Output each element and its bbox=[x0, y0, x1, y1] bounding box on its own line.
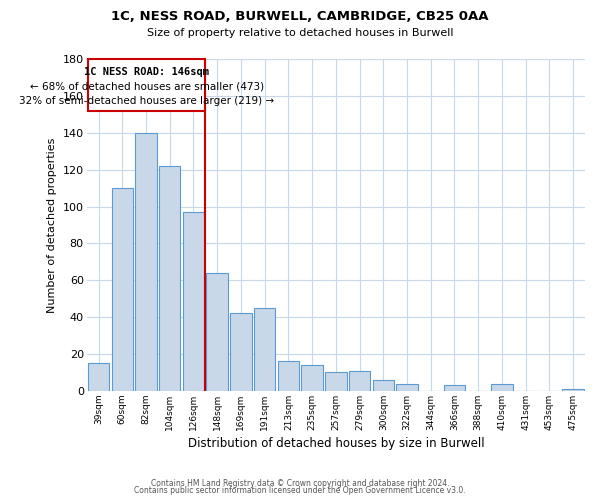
Text: ← 68% of detached houses are smaller (473): ← 68% of detached houses are smaller (47… bbox=[29, 82, 263, 92]
Text: 1C, NESS ROAD, BURWELL, CAMBRIDGE, CB25 0AA: 1C, NESS ROAD, BURWELL, CAMBRIDGE, CB25 … bbox=[111, 10, 489, 23]
Bar bbox=[183, 212, 204, 391]
Text: Size of property relative to detached houses in Burwell: Size of property relative to detached ho… bbox=[147, 28, 453, 38]
Bar bbox=[562, 389, 584, 391]
Bar bbox=[301, 365, 323, 391]
Bar bbox=[88, 59, 205, 110]
Text: 1C NESS ROAD: 146sqm: 1C NESS ROAD: 146sqm bbox=[84, 67, 209, 77]
Bar bbox=[112, 188, 133, 391]
Y-axis label: Number of detached properties: Number of detached properties bbox=[47, 138, 57, 312]
Text: Contains public sector information licensed under the Open Government Licence v3: Contains public sector information licen… bbox=[134, 486, 466, 495]
Bar bbox=[397, 384, 418, 391]
Bar bbox=[88, 363, 109, 391]
Bar bbox=[444, 386, 465, 391]
Bar bbox=[230, 314, 251, 391]
Bar bbox=[325, 372, 347, 391]
Bar bbox=[254, 308, 275, 391]
Bar bbox=[206, 273, 228, 391]
X-axis label: Distribution of detached houses by size in Burwell: Distribution of detached houses by size … bbox=[188, 437, 484, 450]
Bar bbox=[491, 384, 512, 391]
Bar bbox=[373, 380, 394, 391]
Bar bbox=[349, 370, 370, 391]
Bar bbox=[136, 133, 157, 391]
Bar bbox=[159, 166, 181, 391]
Text: Contains HM Land Registry data © Crown copyright and database right 2024.: Contains HM Land Registry data © Crown c… bbox=[151, 478, 449, 488]
Bar bbox=[278, 362, 299, 391]
Text: 32% of semi-detached houses are larger (219) →: 32% of semi-detached houses are larger (… bbox=[19, 96, 274, 106]
